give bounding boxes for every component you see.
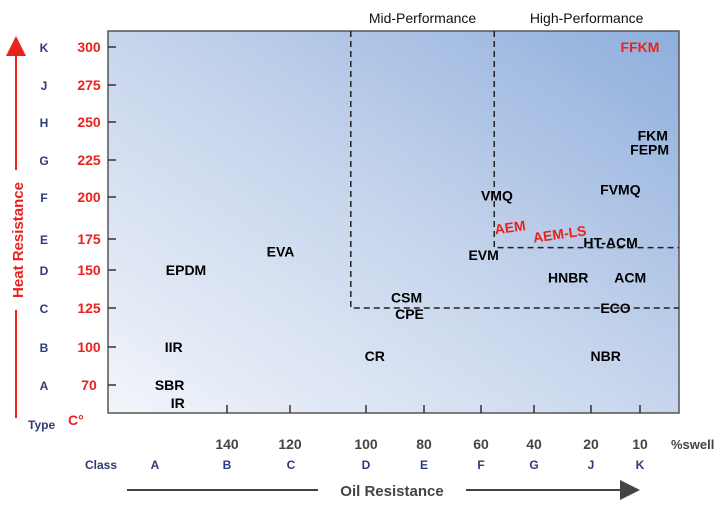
point-label: AEM — [494, 217, 527, 237]
x-class-letter: C — [287, 458, 296, 472]
point-label: IR — [171, 395, 185, 411]
x-class-letter: J — [588, 458, 595, 472]
y-tick-label: 125 — [77, 300, 101, 316]
point-label: CSM — [391, 289, 422, 305]
y-type-letter: E — [40, 233, 48, 247]
y-type-letter: K — [40, 41, 49, 55]
x-tick-label: 10 — [632, 436, 648, 452]
x-tick-label: 100 — [354, 436, 378, 452]
point-label: EPDM — [166, 262, 206, 278]
y-type-letter: J — [41, 79, 48, 93]
y-type-letter: H — [40, 116, 49, 130]
y-tick-label: 300 — [77, 39, 101, 55]
point-label: FEPM — [630, 141, 669, 157]
y-tick-label: 225 — [77, 152, 101, 168]
region-label: High-Performance — [530, 10, 644, 26]
point-label: NBR — [591, 348, 621, 364]
region-boundary — [350, 31, 679, 309]
x-class-letter: F — [477, 458, 484, 472]
point-label: EVA — [267, 243, 295, 259]
y-tick-label: 150 — [77, 262, 101, 278]
x-class-letter: G — [529, 458, 538, 472]
y-type-letter: F — [40, 191, 47, 205]
performance-regions: Mid-Performance High-Performance — [350, 10, 679, 309]
x-tick-label: 80 — [416, 436, 432, 452]
x-axis-title: Oil Resistance — [340, 483, 443, 500]
point-label: FFKM — [621, 39, 660, 55]
point-label: FKM — [638, 128, 668, 144]
point-label: EVM — [468, 247, 498, 263]
region-label: Mid-Performance — [369, 10, 477, 26]
y-tick-label: 200 — [77, 189, 101, 205]
type-header: Type — [28, 418, 55, 432]
y-title-bg — [8, 170, 25, 310]
y-type-letter: D — [40, 264, 49, 278]
point-label: CR — [365, 348, 385, 364]
point-label: HT-ACM — [583, 235, 637, 251]
y-type-letter: C — [40, 302, 49, 316]
point-label: SBR — [155, 377, 185, 393]
y-tick-label: 250 — [77, 114, 101, 130]
x-class-letter: A — [151, 458, 160, 472]
x-tick-label: 140 — [215, 436, 239, 452]
y-tick-label: 175 — [77, 231, 101, 247]
y-axis-title: Heat Resistance — [10, 182, 27, 298]
point-label: HNBR — [548, 270, 588, 286]
point-label: FVMQ — [600, 182, 641, 198]
point-label: IIR — [165, 339, 183, 355]
point-label: ECO — [600, 300, 630, 316]
y-type-letter: B — [40, 341, 49, 355]
x-class-letter: D — [362, 458, 371, 472]
x-class-letter: E — [420, 458, 428, 472]
y-axis: 70 A 100 B 125 C 150 D 175 E 200 F 225 G 250 H 275 J 300 K — [39, 39, 116, 393]
y-type-letter: G — [39, 154, 48, 168]
x-class-letter: B — [223, 458, 232, 472]
y-unit-label: C° — [68, 412, 84, 428]
x-class-letter: K — [636, 458, 645, 472]
region-boundary — [493, 31, 679, 249]
point-label: CPE — [395, 306, 424, 322]
x-tick-label: 120 — [278, 436, 302, 452]
y-tick-label: 275 — [77, 77, 101, 93]
class-header: Class — [85, 458, 117, 472]
x-axis: 140 120 100 80 60 40 20 10 A B C D E F G J K — [151, 405, 648, 472]
point-label: AEM-LS — [532, 222, 587, 245]
x-title-bg — [318, 480, 466, 500]
x-tick-label: 40 — [526, 436, 542, 452]
y-tick-label: 100 — [77, 339, 101, 355]
y-type-letter: A — [40, 379, 49, 393]
plot-area — [107, 30, 680, 414]
point-label: ACM — [614, 270, 646, 286]
point-label: VMQ — [481, 188, 513, 204]
x-unit-label: %swell — [671, 437, 714, 452]
x-tick-label: 20 — [583, 436, 599, 452]
y-tick-label: 70 — [81, 377, 97, 393]
x-tick-label: 60 — [473, 436, 489, 452]
